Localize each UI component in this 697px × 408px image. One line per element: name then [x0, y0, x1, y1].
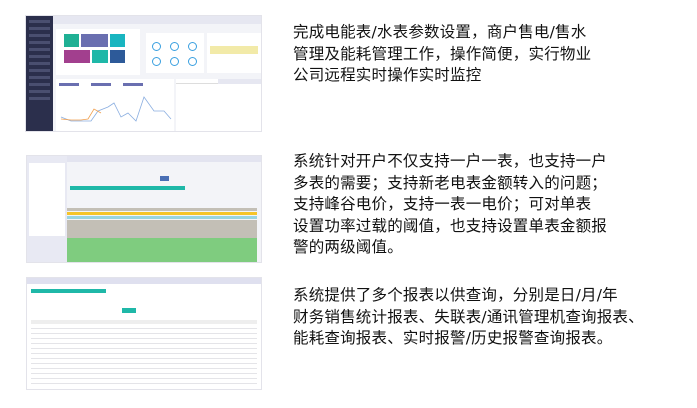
status-panel	[146, 33, 204, 73]
energy-line-chart	[59, 83, 172, 122]
tree-panel	[29, 163, 65, 236]
description-dashboard: 完成电能表/水表参数设置，商户售电/售水 管理及能耗管理工作，操作简便，实行物业…	[293, 23, 592, 84]
search-button[interactable]	[160, 176, 169, 181]
description-accounts: 系统针对开户不仅支持一户一表，也支持一户 多表的需要；支持新老电表金额转入的问题…	[293, 152, 608, 256]
query-button[interactable]	[122, 308, 136, 313]
quick-entry-panel	[56, 29, 140, 75]
report-screenshot	[26, 277, 262, 390]
dashboard-screenshot	[25, 15, 262, 132]
energy-chart-panel	[56, 79, 174, 131]
top-bar	[53, 16, 261, 24]
records-panel	[176, 79, 261, 131]
description-reports: 系统提供了多个报表以供查询，分别是日/月/年 财务销售统计报表、失联表/通讯管理…	[293, 286, 644, 347]
account-management-screenshot	[26, 155, 262, 263]
alarm-panel	[207, 33, 261, 73]
sidebar	[26, 16, 53, 131]
